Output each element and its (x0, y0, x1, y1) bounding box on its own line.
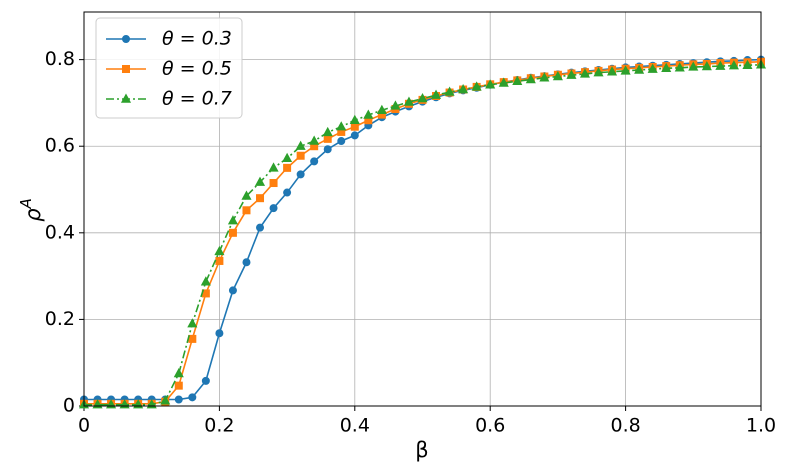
marker (242, 258, 251, 267)
marker (214, 245, 225, 256)
marker (256, 194, 265, 203)
plot-frame (83, 11, 762, 407)
marker (323, 145, 332, 154)
marker (485, 79, 496, 89)
x-tick-label: 1.0 (746, 415, 776, 437)
marker (187, 318, 198, 328)
legend-label: θ = 0.5 (162, 58, 232, 80)
marker (539, 72, 550, 82)
y-tick-label: 0.6 (45, 135, 75, 157)
marker (444, 86, 455, 96)
legend-label: θ = 0.7 (162, 88, 232, 110)
y-tick-label: 0 (63, 395, 75, 417)
marker (242, 206, 251, 215)
marker (200, 276, 211, 286)
marker (593, 67, 604, 77)
marker (647, 63, 658, 73)
marker (742, 59, 753, 69)
marker (228, 228, 237, 237)
x-tick-label: 0 (78, 415, 90, 437)
marker (350, 131, 359, 140)
marker (322, 126, 333, 137)
legend-box (95, 17, 243, 119)
x-tick-label: 0.8 (610, 415, 640, 437)
marker (309, 135, 320, 145)
marker (403, 96, 415, 106)
marker (296, 151, 305, 160)
marker (201, 376, 210, 385)
marker (376, 104, 387, 114)
marker (620, 65, 631, 75)
marker (188, 393, 197, 402)
marker (350, 122, 359, 131)
y-tick-label: 0.4 (45, 221, 75, 243)
x-tick-label: 0.6 (475, 415, 505, 437)
marker (256, 223, 265, 232)
marker (363, 109, 374, 119)
marker (525, 73, 536, 84)
legend-marker (122, 65, 130, 73)
marker (269, 204, 278, 213)
marker (173, 367, 184, 378)
marker (390, 100, 401, 110)
marker (337, 137, 346, 146)
y-tick-label: 0.2 (45, 308, 75, 330)
marker (715, 60, 726, 70)
x-axis-label: β (415, 438, 428, 462)
marker (174, 381, 183, 390)
marker (227, 215, 238, 225)
marker (254, 176, 266, 186)
marker (268, 162, 279, 172)
marker (498, 77, 509, 87)
marker (674, 62, 685, 72)
marker (430, 89, 442, 99)
y-label-base: ρ (21, 208, 45, 222)
y-label-sup: A (17, 198, 35, 209)
marker (323, 134, 332, 143)
marker (310, 157, 319, 166)
marker (701, 61, 712, 71)
marker (349, 114, 360, 124)
marker (188, 334, 197, 343)
marker (688, 61, 699, 71)
legend-label: θ = 0.3 (162, 28, 232, 50)
marker (215, 256, 224, 265)
marker (552, 70, 563, 81)
marker (512, 75, 523, 85)
legend-marker (120, 93, 132, 103)
marker (228, 286, 237, 295)
y-axis-label: ρA (17, 198, 46, 222)
legend-marker (122, 35, 130, 43)
marker (661, 62, 672, 72)
marker (458, 83, 469, 94)
marker (728, 60, 739, 70)
marker (283, 188, 292, 197)
marker (269, 179, 278, 188)
x-tick-label: 0.4 (340, 415, 370, 437)
marker (174, 395, 183, 404)
marker (336, 121, 347, 131)
marker (241, 190, 252, 200)
y-tick-label: 0.8 (45, 48, 75, 70)
marker (471, 81, 482, 91)
marker (283, 163, 292, 172)
x-tick-label: 0.2 (204, 415, 234, 437)
marker (160, 395, 171, 405)
marker (296, 170, 305, 179)
marker (215, 329, 224, 338)
marker (282, 152, 293, 163)
marker (607, 66, 618, 76)
marker (295, 140, 306, 150)
marker (634, 64, 645, 74)
marker (417, 93, 428, 103)
marker (566, 69, 577, 79)
marker (579, 68, 591, 78)
